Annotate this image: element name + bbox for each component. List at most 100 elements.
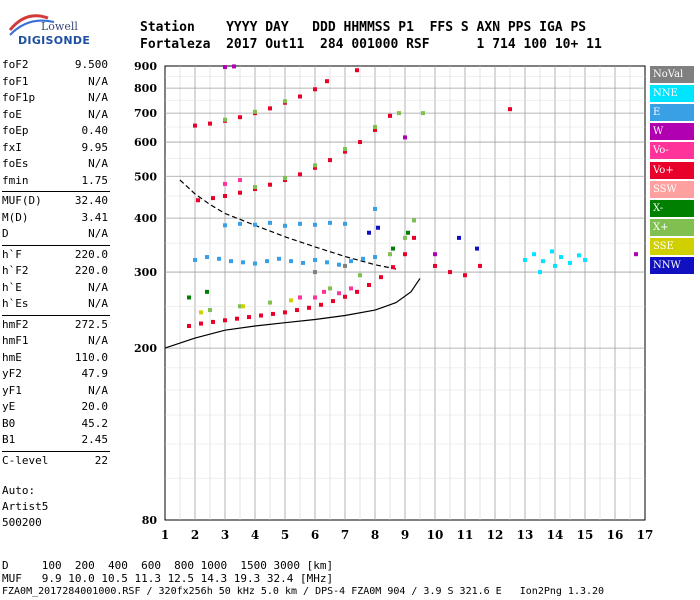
param-name: foE <box>2 107 22 121</box>
data-point <box>298 295 302 300</box>
param-row: yE 20.0 <box>2 400 108 416</box>
param-value: 110.0 <box>74 350 108 364</box>
data-point <box>376 225 380 230</box>
auto-label: Auto: <box>2 484 36 497</box>
data-point <box>406 230 410 235</box>
param-name: B0 <box>2 416 16 430</box>
param-value: 45.2 <box>81 416 109 430</box>
param-row: yF2 47.9 <box>2 367 108 383</box>
data-point <box>277 256 281 261</box>
data-point <box>238 115 242 120</box>
param-value: 220.0 <box>74 264 108 277</box>
data-point <box>325 79 329 84</box>
header-values: Fortaleza 2017 Out11 284 001000 RSF 1 71… <box>140 37 602 52</box>
auto-artist: Artist5 <box>2 500 49 513</box>
data-point <box>301 260 305 265</box>
data-point <box>421 111 425 116</box>
param-name: foF2 <box>2 58 29 71</box>
header-labels: Station YYYY DAY DDD HHMMSS P1 FFS S AXN… <box>140 20 587 35</box>
data-point <box>223 318 227 323</box>
param-row: foF2 9.500 <box>2 58 108 74</box>
x-tick-label: 6 <box>311 528 319 542</box>
data-point <box>235 316 239 321</box>
muf-scale: MUF 9.9 10.0 10.5 11.3 12.5 14.3 19.3 32… <box>2 572 334 585</box>
param-value: 1.75 <box>81 173 109 187</box>
data-point <box>412 218 416 223</box>
param-value: 220.0 <box>74 247 108 261</box>
data-point <box>559 255 563 260</box>
param-value: N/A <box>88 227 108 240</box>
data-point <box>373 125 377 130</box>
data-point <box>388 252 392 257</box>
x-tick-label: 14 <box>547 528 564 542</box>
data-point <box>283 99 287 104</box>
data-point <box>478 263 482 268</box>
data-point <box>328 220 332 225</box>
y-tick-label: 900 <box>134 60 157 73</box>
y-tick-label: 200 <box>134 342 157 355</box>
file-info-footer: FZA0M_2017284001000.RSF / 320fx256h 50 k… <box>2 586 605 597</box>
data-point <box>187 324 191 329</box>
data-point <box>325 260 329 265</box>
x-tick-label: 17 <box>637 528 654 542</box>
data-point <box>463 273 467 278</box>
data-point <box>241 304 245 309</box>
logo-swoosh-icon <box>8 14 55 36</box>
data-point <box>271 311 275 316</box>
legend-item: X+ <box>650 218 694 236</box>
param-name: hmF2 <box>2 317 29 331</box>
param-value: N/A <box>88 383 108 397</box>
data-point <box>217 256 221 261</box>
data-point <box>223 117 227 122</box>
param-row: h`F2 220.0 <box>2 264 108 280</box>
param-name: h`F2 <box>2 264 29 277</box>
param-separator <box>2 191 110 192</box>
data-point <box>532 252 536 257</box>
param-row: M(D) 3.41 <box>2 211 108 227</box>
data-point <box>253 109 257 114</box>
param-row: h`Es N/A <box>2 297 108 313</box>
legend-item: SSW <box>650 180 694 198</box>
data-point <box>265 259 269 264</box>
data-point <box>349 286 353 291</box>
x-tick-label: 12 <box>487 528 504 542</box>
x-tick-label: 11 <box>457 528 474 542</box>
data-point <box>208 308 212 313</box>
param-row: C-level 22 <box>2 454 108 470</box>
param-row: h`E N/A <box>2 281 108 297</box>
param-value: N/A <box>88 280 108 294</box>
param-value: 9.500 <box>74 58 108 71</box>
data-point <box>187 295 191 300</box>
param-row: h`F 220.0 <box>2 248 108 264</box>
legend-item: E <box>650 104 694 122</box>
data-point <box>448 270 452 275</box>
param-separator <box>2 314 110 316</box>
param-name: MUF(D) <box>2 194 42 207</box>
x-tick-label: 15 <box>577 528 594 542</box>
y-tick-label: 500 <box>134 170 157 183</box>
data-point <box>367 283 371 288</box>
data-point <box>238 178 242 183</box>
data-point <box>343 294 347 299</box>
data-point <box>358 273 362 278</box>
data-point <box>283 176 287 181</box>
data-point <box>268 106 272 111</box>
param-name: yF2 <box>2 367 22 380</box>
data-point <box>403 135 407 140</box>
data-point <box>199 310 203 315</box>
data-point <box>199 321 203 326</box>
data-point <box>283 310 287 315</box>
data-point <box>349 259 353 264</box>
data-point <box>295 308 299 313</box>
data-point <box>229 259 233 264</box>
param-row: foEp 0.40 <box>2 124 108 140</box>
data-point <box>193 123 197 128</box>
y-tick-label: 700 <box>134 107 157 120</box>
param-row: hmE 110.0 <box>2 351 108 367</box>
data-point <box>289 259 293 264</box>
x-tick-label: 7 <box>341 528 349 542</box>
profile-line-dashed <box>179 179 397 270</box>
data-point <box>205 255 209 260</box>
param-value: N/A <box>88 157 108 170</box>
data-point <box>568 260 572 265</box>
